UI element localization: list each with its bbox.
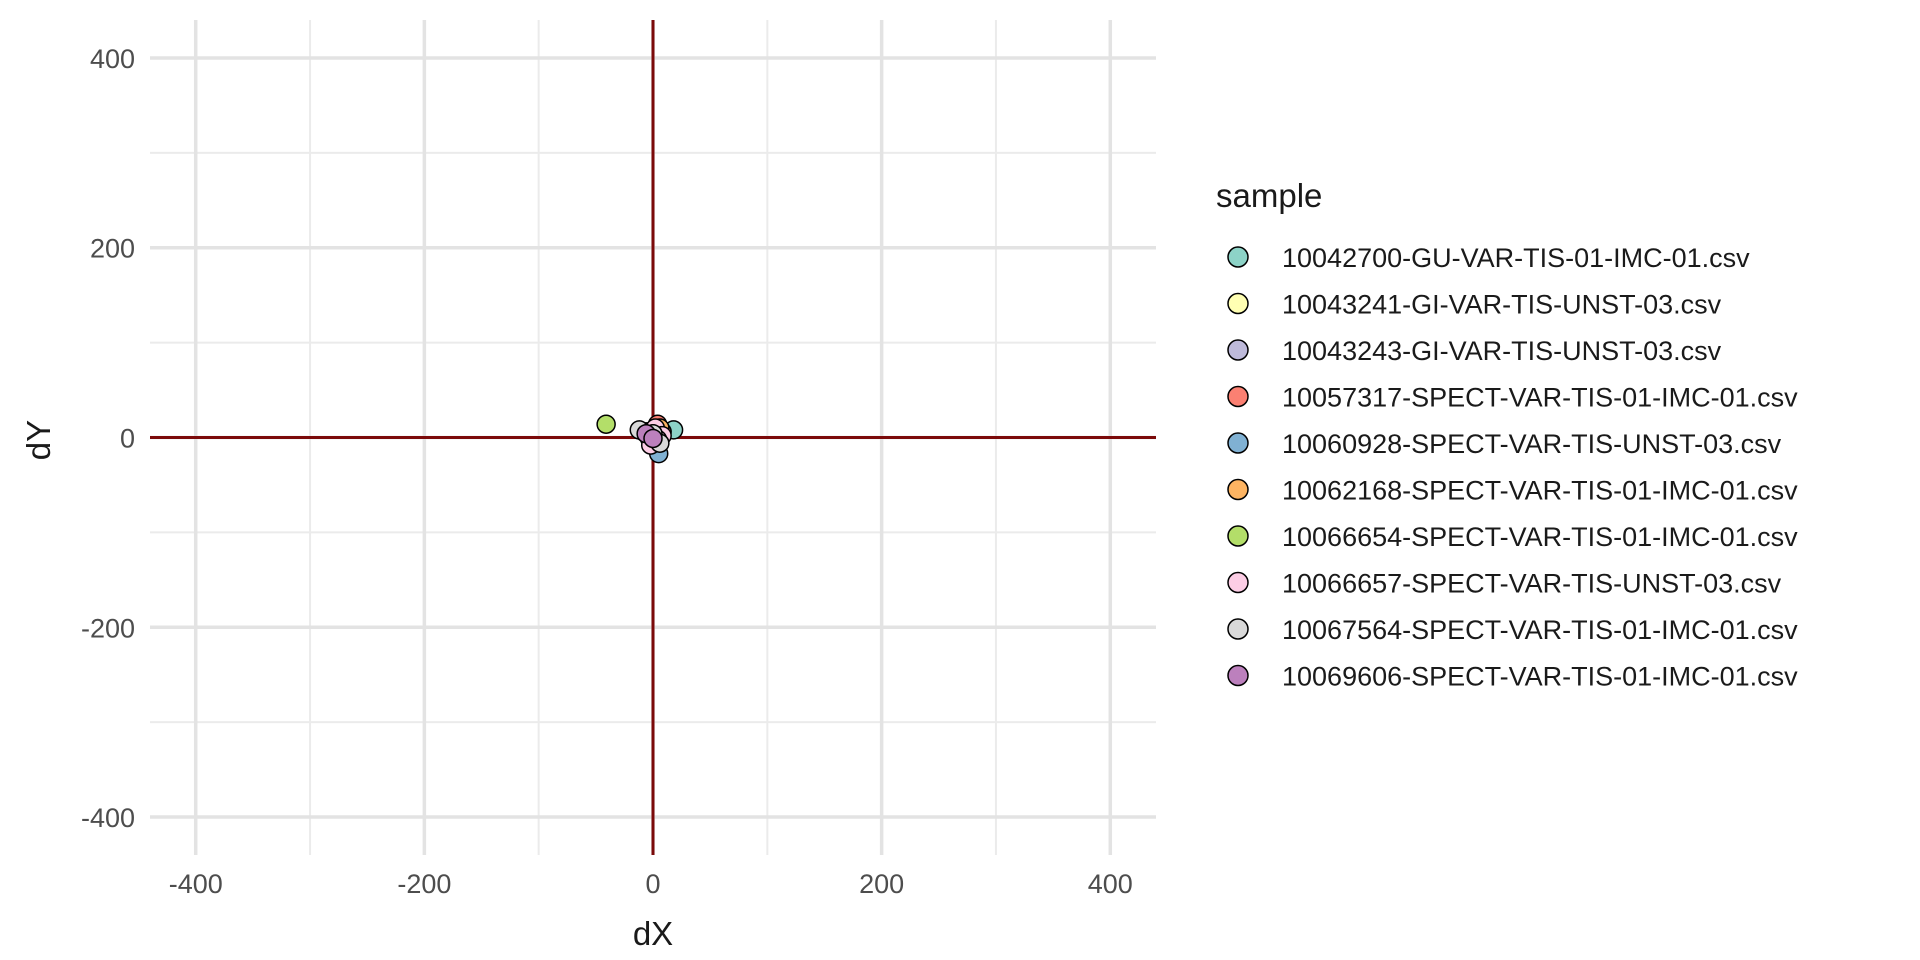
legend-key [1227,339,1249,361]
legend-label: 10042700-GU-VAR-TIS-01-IMC-01.csv [1282,243,1750,273]
x-axis-title: dX [633,915,673,952]
data-point [596,414,616,434]
legend-item: 10062168-SPECT-VAR-TIS-01-IMC-01.csv [1227,476,1798,506]
legend-key [1227,292,1249,315]
x-axis-tick-labels: -400 -200 0 200 400 [169,869,1133,899]
legend-label: 10043241-GI-VAR-TIS-UNST-03.csv [1282,290,1722,320]
legend-items: 10042700-GU-VAR-TIS-01-IMC-01.csv 1004324… [1227,243,1798,692]
legend-label: 10043243-GI-VAR-TIS-UNST-03.csv [1282,336,1722,366]
data-points [596,414,684,464]
y-axis-tick-labels: -400 -200 0 200 400 [81,44,135,833]
legend-item: 10043243-GI-VAR-TIS-UNST-03.csv [1227,336,1722,366]
x-tick-label: 400 [1088,869,1133,899]
legend-item: 10060928-SPECT-VAR-TIS-UNST-03.csv [1227,429,1782,459]
y-tick-label: 400 [90,44,135,74]
legend-label: 10057317-SPECT-VAR-TIS-01-IMC-01.csv [1282,383,1798,413]
legend-label: 10060928-SPECT-VAR-TIS-UNST-03.csv [1282,429,1782,459]
legend-item: 10067564-SPECT-VAR-TIS-01-IMC-01.csv [1227,615,1798,645]
legend-key [1227,525,1249,547]
legend-key [1227,246,1249,268]
legend-label: 10067564-SPECT-VAR-TIS-01-IMC-01.csv [1282,615,1798,645]
legend-item: 10066654-SPECT-VAR-TIS-01-IMC-01.csv [1227,522,1798,552]
y-tick-label: 200 [90,234,135,264]
legend-key [1227,618,1249,640]
legend-item: 10057317-SPECT-VAR-TIS-01-IMC-01.csv [1227,383,1798,413]
y-tick-label: -200 [81,613,135,643]
legend: sample 10042700-GU-VAR-TIS-01-IMC-01.csv… [1216,177,1798,692]
legend-item: 10043241-GI-VAR-TIS-UNST-03.csv [1227,290,1722,320]
legend-label: 10066657-SPECT-VAR-TIS-UNST-03.csv [1282,569,1782,599]
legend-key [1227,478,1249,501]
legend-item: 10069606-SPECT-VAR-TIS-01-IMC-01.csv [1227,662,1798,692]
y-axis-title: dY [20,420,57,460]
legend-label: 10066654-SPECT-VAR-TIS-01-IMC-01.csv [1282,522,1798,552]
legend-key [1227,664,1249,687]
legend-item: 10042700-GU-VAR-TIS-01-IMC-01.csv [1227,243,1750,273]
legend-label: 10062168-SPECT-VAR-TIS-01-IMC-01.csv [1282,476,1798,506]
x-tick-label: -400 [169,869,223,899]
x-tick-label: 200 [859,869,904,899]
legend-key [1227,571,1249,594]
x-tick-label: -200 [397,869,451,899]
legend-label: 10069606-SPECT-VAR-TIS-01-IMC-01.csv [1282,662,1798,692]
legend-title: sample [1216,177,1322,214]
x-tick-label: 0 [645,869,660,899]
y-tick-label: 0 [120,424,135,454]
data-point [643,428,663,449]
legend-key [1227,385,1249,408]
legend-key [1227,432,1249,454]
y-tick-label: -400 [81,803,135,833]
legend-item: 10066657-SPECT-VAR-TIS-UNST-03.csv [1227,569,1782,599]
